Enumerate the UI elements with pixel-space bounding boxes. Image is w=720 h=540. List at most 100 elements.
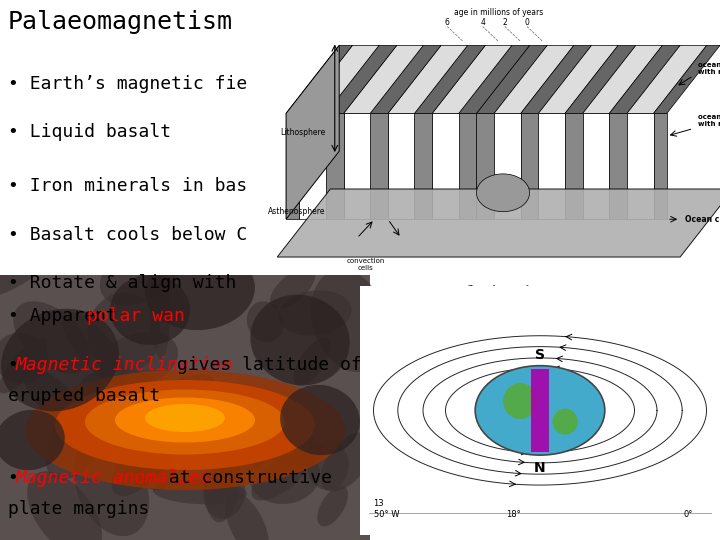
Ellipse shape: [251, 452, 309, 501]
Ellipse shape: [149, 260, 170, 359]
Text: 6: 6: [445, 18, 450, 27]
Bar: [531, 369, 549, 452]
Polygon shape: [388, 113, 415, 219]
Bar: [0, 250, 370, 540]
Polygon shape: [609, 45, 680, 113]
Text: • Rotate & align with: • Rotate & align with: [8, 274, 236, 293]
Ellipse shape: [27, 471, 102, 540]
Ellipse shape: [99, 332, 178, 387]
Ellipse shape: [145, 250, 255, 330]
Text: at constructive: at constructive: [158, 469, 332, 487]
Text: N: N: [534, 461, 546, 475]
Text: Asthenosphere: Asthenosphere: [269, 207, 326, 216]
Polygon shape: [326, 113, 343, 219]
Polygon shape: [432, 45, 512, 113]
Text: 0: 0: [524, 18, 529, 27]
Circle shape: [475, 366, 605, 455]
Ellipse shape: [25, 370, 345, 490]
Ellipse shape: [0, 239, 59, 298]
Bar: [0, 300, 200, 332]
Text: • Iron minerals in bas: • Iron minerals in bas: [8, 177, 247, 195]
Text: •: •: [8, 469, 30, 487]
Polygon shape: [459, 113, 477, 219]
Polygon shape: [565, 113, 582, 219]
Polygon shape: [326, 45, 397, 113]
Ellipse shape: [87, 293, 161, 374]
Ellipse shape: [552, 409, 578, 435]
Ellipse shape: [294, 338, 330, 386]
Text: • Earth’s magnetic fie: • Earth’s magnetic fie: [8, 75, 247, 93]
Ellipse shape: [73, 437, 149, 536]
Ellipse shape: [203, 465, 246, 519]
Ellipse shape: [153, 374, 213, 403]
Polygon shape: [627, 45, 707, 113]
Polygon shape: [286, 45, 339, 219]
Polygon shape: [300, 45, 379, 113]
Polygon shape: [415, 113, 432, 219]
Ellipse shape: [55, 380, 315, 470]
Polygon shape: [388, 45, 467, 113]
Ellipse shape: [1, 309, 119, 411]
Ellipse shape: [110, 275, 190, 345]
Polygon shape: [432, 113, 459, 219]
Ellipse shape: [85, 389, 285, 455]
Polygon shape: [521, 113, 539, 219]
Ellipse shape: [225, 493, 269, 540]
Ellipse shape: [136, 450, 176, 490]
Ellipse shape: [45, 416, 103, 480]
Ellipse shape: [270, 267, 315, 309]
Polygon shape: [565, 45, 636, 113]
Text: • Liquid basalt: • Liquid basalt: [8, 123, 171, 141]
Ellipse shape: [307, 441, 348, 490]
Polygon shape: [370, 113, 388, 219]
Polygon shape: [286, 113, 300, 219]
Text: Lithosphere: Lithosphere: [281, 128, 326, 137]
Ellipse shape: [279, 291, 351, 336]
Ellipse shape: [145, 404, 225, 432]
Polygon shape: [521, 45, 592, 113]
Ellipse shape: [153, 480, 247, 504]
Text: plate margins: plate margins: [8, 500, 149, 518]
Polygon shape: [654, 45, 720, 113]
Ellipse shape: [318, 486, 348, 526]
Ellipse shape: [80, 369, 166, 411]
Ellipse shape: [503, 383, 537, 419]
Polygon shape: [343, 45, 423, 113]
Polygon shape: [343, 113, 370, 219]
Polygon shape: [582, 45, 662, 113]
Ellipse shape: [209, 416, 275, 475]
Text: erupted basalt: erupted basalt: [8, 387, 161, 405]
Ellipse shape: [0, 333, 48, 383]
Text: Zone of magma f: Zone of magma f: [469, 285, 528, 291]
Ellipse shape: [0, 338, 47, 393]
Text: ocean crust magnetised
with reversed polarity: ocean crust magnetised with reversed pol…: [698, 114, 720, 127]
Text: S: S: [535, 348, 545, 362]
Polygon shape: [494, 113, 521, 219]
Ellipse shape: [112, 417, 181, 496]
Ellipse shape: [320, 433, 373, 492]
Text: • Basalt cools below C: • Basalt cools below C: [8, 226, 247, 244]
Polygon shape: [539, 113, 565, 219]
Ellipse shape: [263, 428, 323, 467]
Text: polar wan: polar wan: [87, 307, 185, 325]
Text: Magnetic anomalies: Magnetic anomalies: [16, 469, 211, 487]
Ellipse shape: [247, 301, 284, 342]
Text: 50° W: 50° W: [374, 510, 399, 519]
Ellipse shape: [23, 368, 82, 424]
Text: 18°: 18°: [505, 510, 521, 519]
Polygon shape: [277, 189, 720, 257]
Text: ocean crust magnetised
with normal polarity: ocean crust magnetised with normal polar…: [698, 62, 720, 75]
Ellipse shape: [311, 269, 388, 372]
Polygon shape: [300, 113, 326, 219]
Polygon shape: [582, 113, 609, 219]
Text: •: •: [8, 355, 30, 374]
Ellipse shape: [62, 313, 127, 384]
Ellipse shape: [204, 446, 240, 522]
Polygon shape: [627, 113, 654, 219]
Polygon shape: [494, 45, 574, 113]
Ellipse shape: [53, 400, 141, 439]
Ellipse shape: [251, 295, 350, 386]
Ellipse shape: [14, 301, 90, 374]
Text: convection
cells: convection cells: [346, 258, 385, 271]
Ellipse shape: [477, 174, 530, 212]
